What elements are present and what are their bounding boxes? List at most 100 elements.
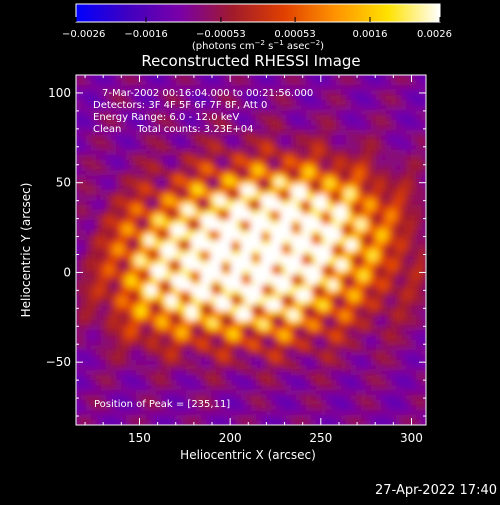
heatmap-cell: [281, 385, 287, 391]
heatmap-cell: [391, 85, 397, 91]
heatmap-cell: [101, 245, 107, 251]
heatmap-cell: [396, 95, 402, 101]
heatmap-cell: [416, 85, 422, 91]
heatmap-cell: [131, 80, 137, 86]
heatmap-cell: [206, 80, 212, 86]
heatmap-cell: [306, 190, 312, 196]
heatmap-cell: [166, 140, 172, 146]
heatmap-cell: [281, 115, 287, 121]
heatmap-cell: [286, 105, 292, 111]
heatmap-cell: [201, 205, 207, 211]
heatmap-cell: [136, 195, 142, 201]
heatmap-cell: [406, 230, 412, 236]
heatmap-cell: [136, 350, 142, 356]
heatmap-cell: [236, 415, 242, 421]
heatmap-cell: [156, 215, 162, 221]
heatmap-cell: [241, 325, 247, 331]
heatmap-cell: [356, 265, 362, 271]
heatmap-cell: [191, 155, 197, 161]
heatmap-cell: [406, 410, 412, 416]
heatmap-cell: [416, 210, 422, 216]
heatmap-cell: [316, 315, 322, 321]
heatmap-cell: [331, 200, 337, 206]
heatmap-cell: [146, 75, 152, 81]
heatmap-cell: [91, 325, 97, 331]
heatmap-cell: [246, 180, 252, 186]
heatmap-cell: [201, 150, 207, 156]
heatmap-cell: [411, 170, 417, 176]
heatmap-cell: [206, 195, 212, 201]
heatmap-cell: [331, 120, 337, 126]
heatmap-cell: [106, 370, 112, 376]
heatmap-cell: [301, 325, 307, 331]
heatmap-cell: [296, 260, 302, 266]
heatmap-cell: [291, 345, 297, 351]
heatmap-cell: [281, 165, 287, 171]
heatmap-cell: [396, 205, 402, 211]
heatmap-cell: [391, 380, 397, 386]
heatmap-cell: [76, 115, 82, 121]
heatmap-cell: [346, 280, 352, 286]
heatmap-cell: [126, 340, 132, 346]
heatmap-cell: [401, 370, 407, 376]
heatmap-cell: [181, 280, 187, 286]
heatmap-cell: [406, 120, 412, 126]
heatmap-cell: [411, 85, 417, 91]
heatmap-cell: [376, 180, 382, 186]
heatmap-cell: [211, 140, 217, 146]
heatmap-cell: [411, 410, 417, 416]
heatmap-cell: [366, 395, 372, 401]
heatmap-cell: [121, 330, 127, 336]
heatmap-cell: [226, 200, 232, 206]
heatmap-cell: [321, 270, 327, 276]
heatmap-cell: [251, 180, 257, 186]
heatmap-cell: [411, 345, 417, 351]
heatmap-cell: [331, 125, 337, 131]
heatmap-cell: [386, 95, 392, 101]
heatmap-cell: [216, 260, 222, 266]
heatmap-cell: [316, 250, 322, 256]
heatmap-cell: [336, 200, 342, 206]
heatmap-cell: [356, 90, 362, 96]
heatmap-cell: [266, 310, 272, 316]
heatmap-cell: [311, 245, 317, 251]
heatmap-cell: [201, 275, 207, 281]
heatmap-cell: [211, 255, 217, 261]
heatmap-cell: [91, 300, 97, 306]
heatmap-cell: [321, 365, 327, 371]
heatmap-cell: [191, 305, 197, 311]
heatmap-cell: [101, 160, 107, 166]
heatmap-cell: [281, 335, 287, 341]
heatmap-cell: [271, 330, 277, 336]
heatmap-cell: [386, 375, 392, 381]
heatmap-cell: [246, 335, 252, 341]
heatmap-cell: [411, 125, 417, 131]
heatmap-cell: [406, 215, 412, 221]
heatmap-cell: [111, 385, 117, 391]
heatmap-cell: [236, 310, 242, 316]
heatmap-cell: [151, 200, 157, 206]
heatmap-cell: [296, 175, 302, 181]
heatmap-cell: [371, 205, 377, 211]
heatmap-cell: [216, 190, 222, 196]
heatmap-cell: [131, 230, 137, 236]
heatmap-cell: [231, 235, 237, 241]
heatmap-cell: [371, 315, 377, 321]
heatmap-cell: [361, 375, 367, 381]
heatmap-cell: [301, 355, 307, 361]
y-tick-label: −50: [46, 355, 71, 369]
heatmap-cell: [286, 115, 292, 121]
heatmap-cell: [371, 255, 377, 261]
heatmap-cell: [156, 80, 162, 86]
heatmap-cell: [116, 330, 122, 336]
heatmap-cell: [351, 145, 357, 151]
heatmap-cell: [176, 175, 182, 181]
heatmap-cell: [191, 365, 197, 371]
heatmap-cell: [101, 200, 107, 206]
heatmap-cell: [376, 310, 382, 316]
heatmap-cell: [246, 345, 252, 351]
heatmap-cell: [271, 290, 277, 296]
heatmap-cell: [391, 405, 397, 411]
heatmap-cell: [196, 155, 202, 161]
heatmap-cell: [361, 380, 367, 386]
